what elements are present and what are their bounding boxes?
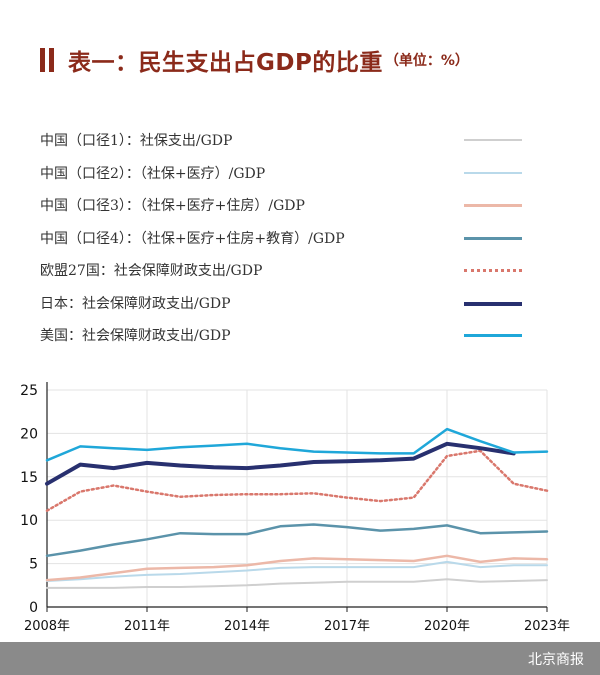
series-line bbox=[45, 427, 549, 462]
y-tick-label: 25 bbox=[20, 383, 38, 399]
legend-label: 中国（口径3）：（社保+医疗+住房）/GDP bbox=[40, 198, 305, 214]
legend-item: 美国：社会保障财政支出/GDP bbox=[40, 321, 540, 354]
legend-swatch bbox=[464, 236, 522, 240]
title-row: 表一：民生支出占GDP的比重 （单位：%） bbox=[40, 44, 469, 76]
x-tick-label: 2017年 bbox=[324, 619, 370, 634]
legend-item: 中国（口径2）：（社保+医疗）/GDP bbox=[40, 159, 540, 192]
x-tick-label: 2014年 bbox=[224, 619, 270, 634]
y-tick-label: 20 bbox=[20, 426, 38, 442]
title-accent-bars bbox=[40, 48, 54, 72]
series-line bbox=[46, 578, 548, 589]
legend-label: 中国（口径4）：（社保+医疗+住房+教育）/GDP bbox=[40, 230, 345, 247]
legend-item: 中国（口径4）：（社保+医疗+住房+教育）/GDP bbox=[40, 224, 540, 257]
legend-item: 中国（口径1）：社保支出/GDP bbox=[40, 126, 540, 159]
x-tick-label: 2020年 bbox=[424, 619, 470, 634]
legend-label: 美国：社会保障财政支出/GDP bbox=[40, 328, 231, 344]
legend-swatch bbox=[464, 269, 522, 272]
line-chart: 0 5 10 15 20 25 2008年 2011年 2014年 2017年 2020年 2023年 bbox=[20, 382, 570, 634]
legend-label: 中国（口径2）：（社保+医疗）/GDP bbox=[40, 165, 266, 182]
series-line bbox=[45, 449, 549, 512]
legend-item: 欧盟27国：社会保障财政支出/GDP bbox=[40, 256, 540, 289]
y-tick-label: 10 bbox=[20, 513, 38, 529]
series-line bbox=[45, 554, 549, 582]
title-unit: （单位：%） bbox=[384, 53, 469, 69]
y-tick-label: 5 bbox=[29, 557, 38, 573]
footer-bar: 北京商报 bbox=[0, 642, 600, 675]
legend-label: 中国（口径1）：社保支出/GDP bbox=[40, 133, 233, 149]
y-tick-label: 0 bbox=[29, 600, 38, 616]
legend-swatch bbox=[464, 334, 522, 337]
page-title: 表一：民生支出占GDP的比重 bbox=[68, 50, 383, 76]
legend-swatch bbox=[464, 301, 522, 306]
chart-legend: 中国（口径1）：社保支出/GDP 中国（口径2）：（社保+医疗）/GDP 中国（口径… bbox=[40, 126, 540, 354]
legend-item: 日本：社会保障财政支出/GDP bbox=[40, 289, 540, 322]
legend-swatch bbox=[464, 204, 522, 207]
x-tick-label: 2011年 bbox=[124, 619, 170, 634]
legend-item: 中国（口径3）：（社保+医疗+住房）/GDP bbox=[40, 191, 540, 224]
series-line bbox=[45, 441, 516, 486]
x-tick-label: 2023年 bbox=[524, 619, 570, 634]
legend-swatch bbox=[464, 171, 522, 174]
legend-label: 日本：社会保障财政支出/GDP bbox=[40, 295, 231, 312]
x-tick-label: 2008年 bbox=[24, 619, 70, 634]
legend-swatch bbox=[464, 139, 522, 141]
series-line bbox=[45, 523, 549, 558]
series-line bbox=[46, 560, 548, 582]
source-label: 北京商报 bbox=[528, 652, 584, 668]
y-tick-label: 15 bbox=[20, 470, 38, 486]
legend-label: 欧盟27国：社会保障财政支出/GDP bbox=[40, 263, 263, 279]
